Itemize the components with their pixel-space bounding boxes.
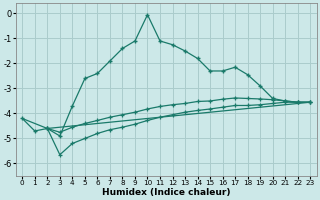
X-axis label: Humidex (Indice chaleur): Humidex (Indice chaleur) bbox=[102, 188, 230, 197]
